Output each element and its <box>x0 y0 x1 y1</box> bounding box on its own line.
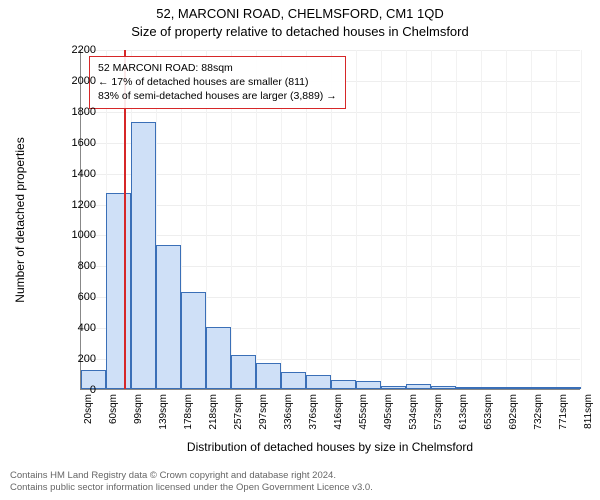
histogram-bar <box>406 384 431 389</box>
x-tick: 20sqm <box>83 394 94 424</box>
info-box-line: 83% of semi-detached houses are larger (… <box>98 89 337 103</box>
x-tick: 257sqm <box>233 394 244 430</box>
info-box-line: ← 17% of detached houses are smaller (81… <box>98 75 337 89</box>
x-axis-label: Distribution of detached houses by size … <box>80 440 580 454</box>
histogram-bar <box>306 375 331 389</box>
y-tick: 200 <box>56 353 96 365</box>
x-tick: 653sqm <box>483 394 494 430</box>
x-tick: 534sqm <box>408 394 419 430</box>
y-tick: 1600 <box>56 137 96 149</box>
histogram-bar <box>456 387 481 389</box>
histogram-bar <box>531 387 556 389</box>
histogram-bar <box>181 292 206 389</box>
footer-line: Contains HM Land Registry data © Crown c… <box>10 470 373 482</box>
histogram-bar <box>481 387 506 389</box>
x-tick: 692sqm <box>508 394 519 430</box>
x-tick: 573sqm <box>433 394 444 430</box>
histogram-bar <box>356 381 381 389</box>
x-tick: 771sqm <box>558 394 569 430</box>
footer-attribution: Contains HM Land Registry data © Crown c… <box>10 470 373 494</box>
histogram-bar <box>431 386 456 389</box>
y-tick: 2000 <box>56 75 96 87</box>
x-tick: 811sqm <box>583 394 594 429</box>
x-tick: 495sqm <box>383 394 394 430</box>
info-box: 52 MARCONI ROAD: 88sqm← 17% of detached … <box>89 56 346 109</box>
y-tick: 1800 <box>56 106 96 118</box>
histogram-bar <box>556 387 581 389</box>
y-tick: 1200 <box>56 199 96 211</box>
x-tick: 99sqm <box>133 394 144 424</box>
x-tick: 60sqm <box>108 394 119 424</box>
histogram-bar <box>206 327 231 389</box>
x-tick: 336sqm <box>283 394 294 430</box>
y-tick: 1000 <box>56 229 96 241</box>
histogram-bar <box>331 380 356 389</box>
y-tick: 400 <box>56 322 96 334</box>
x-tick: 732sqm <box>533 394 544 430</box>
y-tick: 2200 <box>56 44 96 56</box>
x-tick: 297sqm <box>258 394 269 430</box>
x-tick: 178sqm <box>183 394 194 430</box>
y-tick: 600 <box>56 291 96 303</box>
y-tick: 1400 <box>56 168 96 180</box>
x-tick: 613sqm <box>458 394 469 430</box>
histogram-bar <box>281 372 306 389</box>
histogram-bar <box>381 386 406 389</box>
y-axis-label: Number of detached properties <box>13 137 27 302</box>
page-title: 52, MARCONI ROAD, CHELMSFORD, CM1 1QD <box>0 6 600 21</box>
footer-line: Contains public sector information licen… <box>10 482 373 494</box>
y-tick: 800 <box>56 260 96 272</box>
histogram-bar <box>231 355 256 389</box>
x-tick: 376sqm <box>308 394 319 430</box>
histogram-bar <box>506 387 531 389</box>
info-box-line: 52 MARCONI ROAD: 88sqm <box>98 61 337 75</box>
x-tick: 139sqm <box>158 394 169 430</box>
x-tick: 416sqm <box>333 394 344 430</box>
histogram-bar <box>156 245 181 389</box>
histogram-bar <box>131 122 156 389</box>
chart-container: 52, MARCONI ROAD, CHELMSFORD, CM1 1QD Si… <box>0 0 600 500</box>
x-tick: 455sqm <box>358 394 369 430</box>
page-subtitle: Size of property relative to detached ho… <box>0 24 600 39</box>
x-tick: 218sqm <box>208 394 219 430</box>
histogram-bar <box>256 363 281 389</box>
histogram-bar <box>106 193 131 389</box>
plot-area: 52 MARCONI ROAD: 88sqm← 17% of detached … <box>80 50 580 390</box>
